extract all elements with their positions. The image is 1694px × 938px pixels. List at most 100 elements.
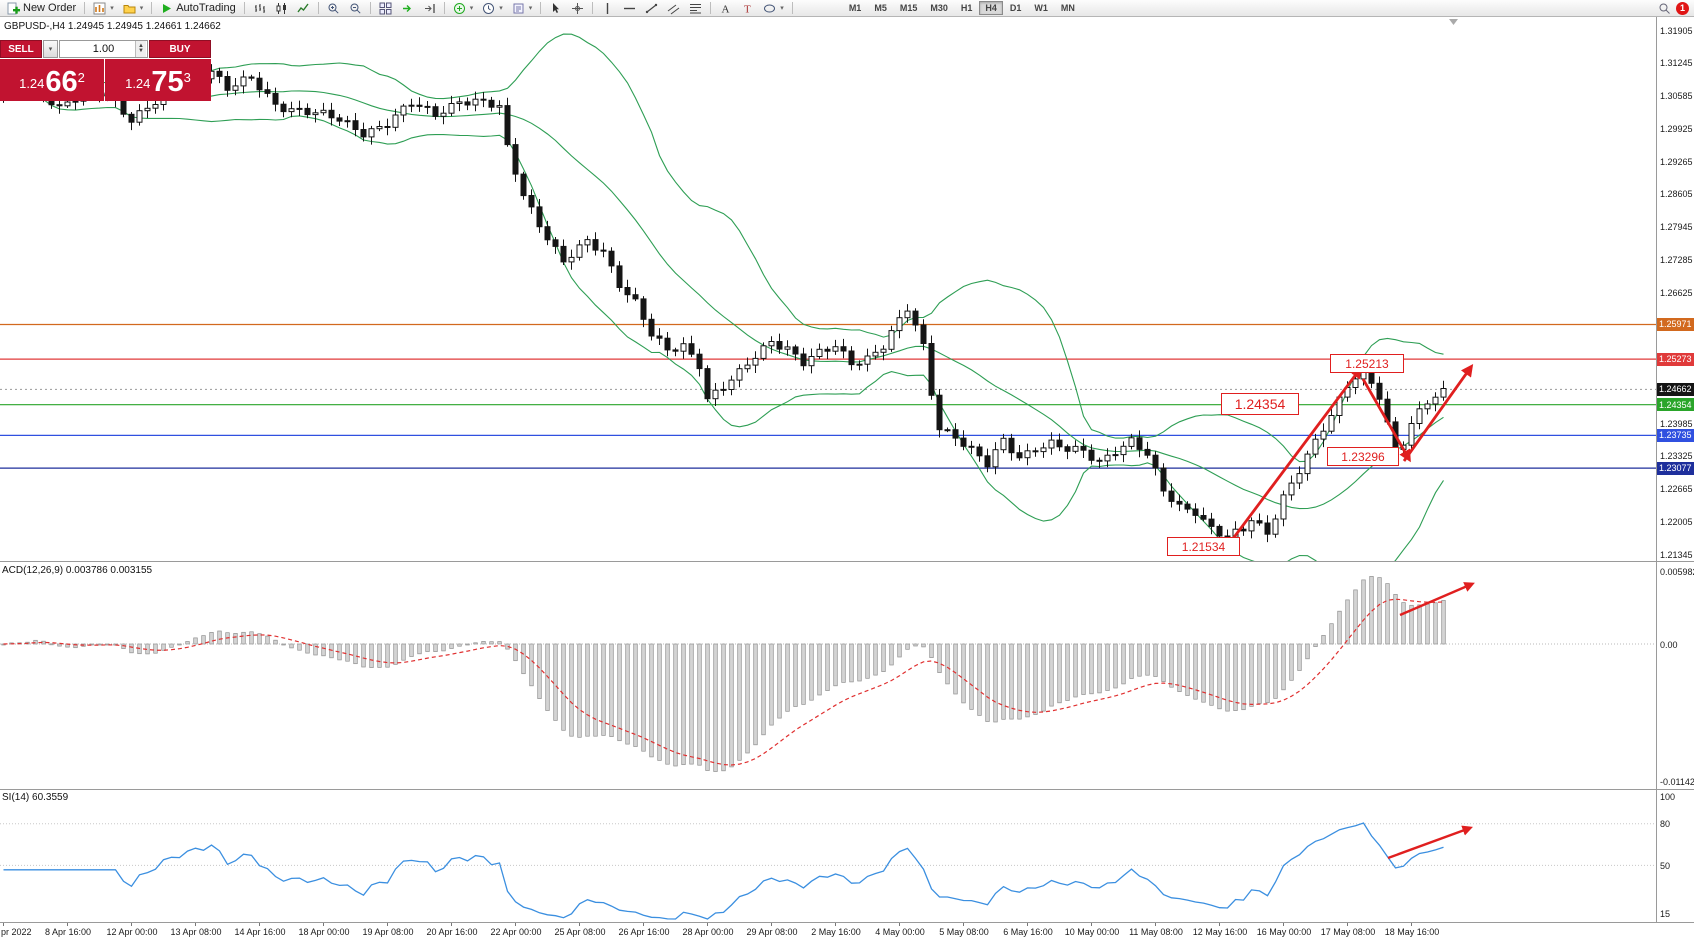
- time-axis-label: 13 Apr 08:00: [170, 927, 222, 937]
- rsi-panel[interactable]: [0, 790, 1694, 922]
- price-axis-label: 1.26625: [1660, 287, 1693, 298]
- line-chart-mode-button[interactable]: [293, 1, 314, 16]
- time-axis-label: 4 May 00:00: [875, 927, 925, 937]
- vertical-line-button[interactable]: [597, 1, 618, 16]
- rsi-label: SI(14) 60.3559: [2, 792, 69, 803]
- buy-button[interactable]: BUY: [149, 40, 211, 58]
- rsi-axis-label: 15: [1660, 909, 1671, 920]
- trend-arrow: [1230, 366, 1363, 541]
- timeframe-w1[interactable]: W1: [1028, 1, 1054, 15]
- macd-signal-line: [3, 598, 1444, 766]
- price-axis-tag-1.23735: 1.23735: [1657, 428, 1694, 442]
- sell-price-display[interactable]: 1.24 66 2: [0, 59, 104, 101]
- new-chart-button[interactable]: ▾: [89, 1, 118, 16]
- volume-input[interactable]: 1.00 ▲ ▼: [59, 40, 148, 58]
- time-axis-label: 14 Apr 16:00: [234, 927, 286, 937]
- time-axis-label: 5 May 08:00: [939, 927, 989, 937]
- volume-stepper[interactable]: ▲ ▼: [135, 41, 146, 57]
- chevron-down-icon: ▾: [469, 5, 474, 12]
- auto-scroll-button[interactable]: [397, 1, 418, 16]
- one-click-trading-panel: SELL ▾ 1.00 ▲ ▼ BUY 1.24 66 2 1.24 75 3: [0, 40, 211, 101]
- tile-windows-button[interactable]: [375, 1, 396, 16]
- volume-down-arrow[interactable]: ▼: [138, 48, 144, 54]
- time-tick: [323, 923, 324, 926]
- timeframe-m30[interactable]: M30: [924, 1, 954, 15]
- auto-scroll-icon: [401, 2, 414, 15]
- toolbar-separator: [791, 2, 793, 14]
- horizontal-line-button[interactable]: [619, 1, 640, 16]
- window-separator[interactable]: [0, 561, 1694, 562]
- toolbar-separator: [317, 2, 319, 14]
- indicators-button[interactable]: ▾: [449, 1, 478, 16]
- fibonacci-button[interactable]: [685, 1, 706, 16]
- timeframe-mn[interactable]: MN: [1055, 1, 1081, 15]
- zoom-out-button[interactable]: [345, 1, 366, 16]
- new-order-label: New Order: [23, 2, 77, 14]
- timeframe-h4[interactable]: H4: [979, 1, 1003, 15]
- new-order-button[interactable]: New Order: [3, 1, 80, 16]
- chart-shift-button[interactable]: [419, 1, 440, 16]
- timeframe-m15[interactable]: M15: [894, 1, 924, 15]
- bollinger-upper: [3, 33, 1444, 463]
- timeframe-d1[interactable]: D1: [1004, 1, 1028, 15]
- toolbar-separator: [369, 2, 371, 14]
- line-chart-icon: [297, 2, 310, 15]
- price-axis-label: 1.22005: [1660, 516, 1693, 527]
- rsi-axis-label: 50: [1660, 860, 1671, 871]
- label-icon: T: [741, 2, 754, 15]
- time-axis-label: 22 Apr 00:00: [490, 927, 542, 937]
- templates-button[interactable]: ▾: [508, 1, 537, 16]
- timeframe-m5[interactable]: M5: [868, 1, 893, 15]
- current-price-tag: 1.24662: [1657, 382, 1694, 396]
- time-tick: [899, 923, 900, 926]
- timeframe-h1[interactable]: H1: [955, 1, 979, 15]
- periods-button[interactable]: ▾: [478, 1, 507, 16]
- text-tool-button[interactable]: A: [715, 1, 736, 16]
- vertical-line-icon: [601, 2, 614, 15]
- toolbar-separator: [243, 2, 245, 14]
- time-tick: [1155, 923, 1156, 926]
- crosshair-button[interactable]: [567, 1, 588, 16]
- time-axis[interactable]: pr 2022 8 Apr 16:00 12 Apr 00:00 13 Apr 08:…: [0, 922, 1694, 938]
- profiles-folder-icon: [123, 2, 136, 15]
- price-annotation-1.21534: 1.21534: [1167, 537, 1240, 556]
- notification-badge[interactable]: 1: [1676, 1, 1689, 15]
- trend-arrow: [1399, 582, 1475, 617]
- new-chart-icon: [93, 2, 106, 15]
- price-axis-label: 1.27285: [1660, 254, 1693, 265]
- trendline-button[interactable]: [641, 1, 662, 16]
- channel-button[interactable]: [663, 1, 684, 16]
- time-axis-label: 12 Apr 00:00: [106, 927, 158, 937]
- zoom-in-button[interactable]: [323, 1, 344, 16]
- toolbar-separator: [710, 2, 712, 14]
- price-axis-tag-1.25273: 1.25273: [1657, 352, 1694, 366]
- macd-axis-label: -0.011429: [1660, 777, 1694, 788]
- new-order-icon: [7, 2, 20, 15]
- time-tick: [259, 923, 260, 926]
- cursor-button[interactable]: [545, 1, 566, 16]
- time-tick: [515, 923, 516, 926]
- buy-price-display[interactable]: 1.24 75 3: [105, 59, 211, 101]
- volume-up-arrow[interactable]: ▲: [138, 43, 144, 49]
- bar-chart-mode-button[interactable]: [249, 1, 270, 16]
- search-button[interactable]: [1654, 1, 1675, 16]
- macd-label: ACD(12,26,9) 0.003786 0.003155: [2, 565, 153, 576]
- timeframe-m1[interactable]: M1: [843, 1, 868, 15]
- shapes-button[interactable]: ▾: [759, 1, 788, 16]
- macd-panel[interactable]: [0, 562, 1694, 789]
- label-tool-button[interactable]: T: [737, 1, 758, 16]
- window-separator[interactable]: [0, 789, 1694, 790]
- price-chart[interactable]: [0, 17, 1694, 561]
- volume-preset-dropdown[interactable]: ▾: [43, 40, 58, 58]
- autotrading-button[interactable]: AutoTrading: [156, 1, 240, 16]
- chevron-down-icon: ▾: [499, 5, 503, 12]
- macd-axis-label: 0.00: [1660, 639, 1678, 650]
- time-axis-label: 6 May 16:00: [1003, 927, 1053, 937]
- candlestick-mode-button[interactable]: [271, 1, 292, 16]
- sell-button[interactable]: SELL: [0, 40, 42, 58]
- autotrading-play-icon: [160, 2, 173, 15]
- profiles-button[interactable]: ▾: [119, 1, 148, 16]
- time-axis-label: 28 Apr 00:00: [682, 927, 734, 937]
- time-axis-label: 2 May 16:00: [811, 927, 861, 937]
